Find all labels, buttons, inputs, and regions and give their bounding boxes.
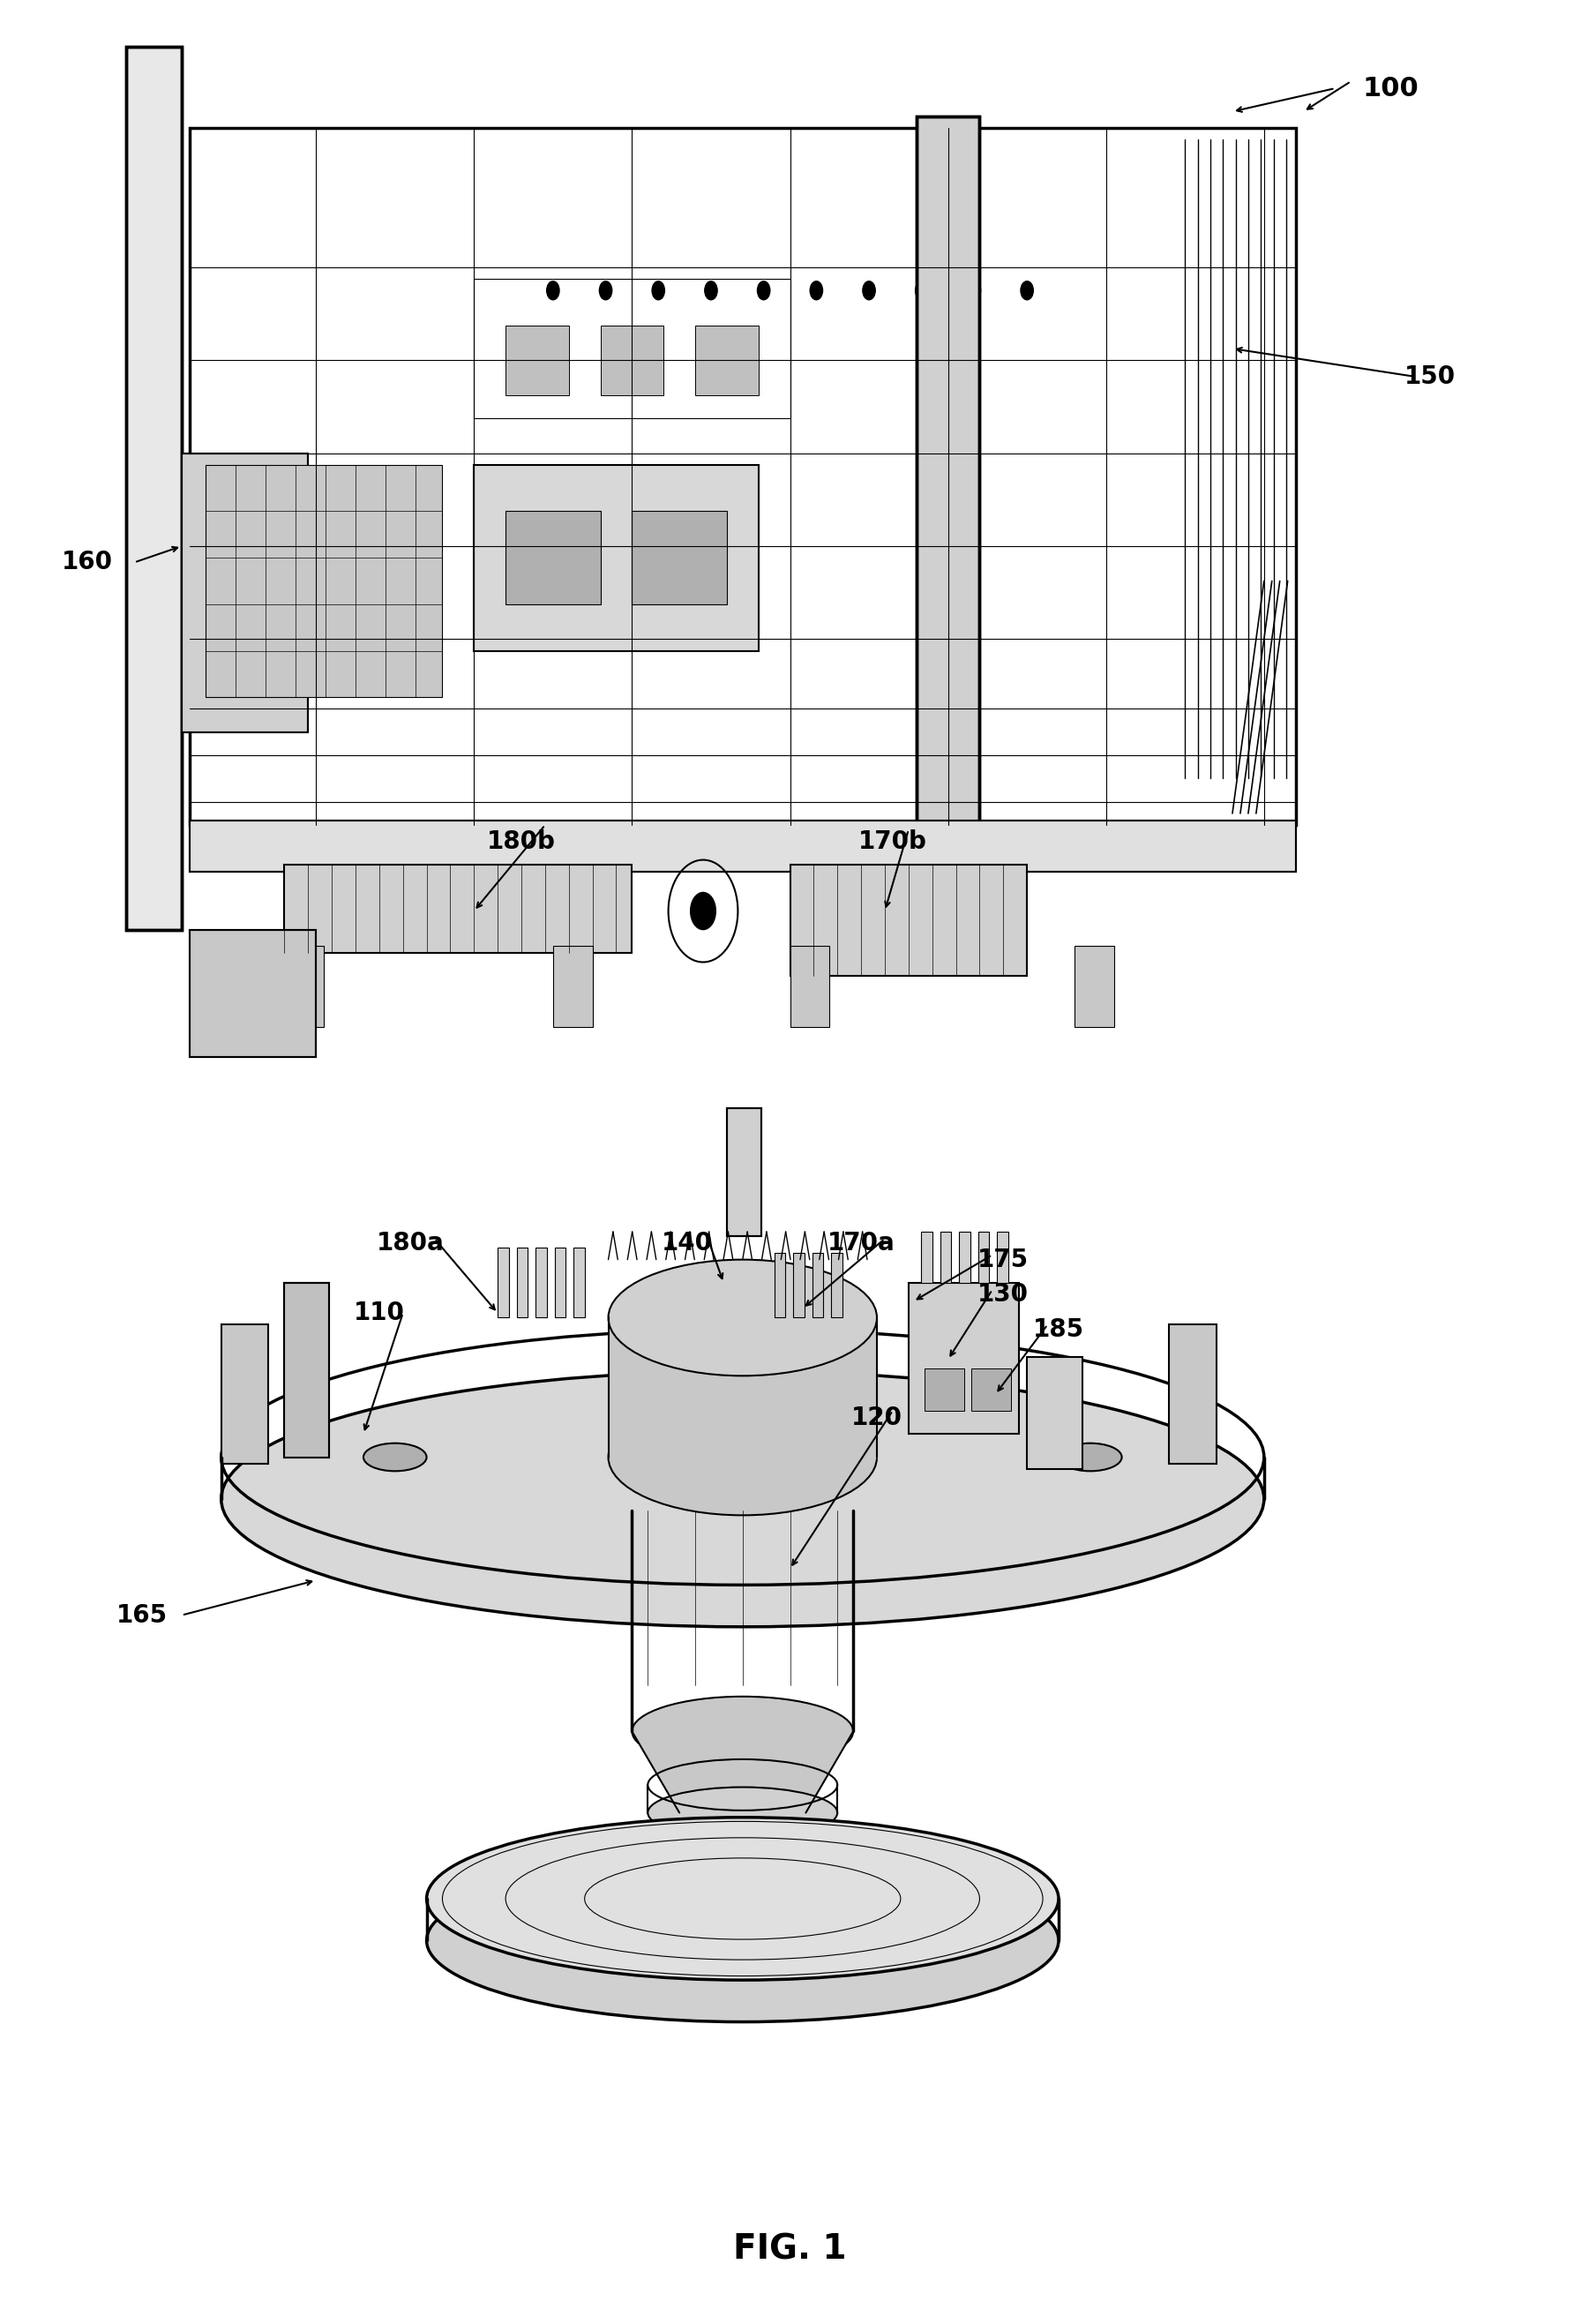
Bar bbox=[972, 1369, 1011, 1411]
Circle shape bbox=[1021, 281, 1033, 300]
Ellipse shape bbox=[427, 1859, 1059, 2022]
Bar bbox=[600, 325, 664, 395]
Bar bbox=[182, 453, 308, 732]
Bar bbox=[474, 465, 758, 651]
Ellipse shape bbox=[427, 1817, 1059, 1980]
Text: 110: 110 bbox=[354, 1301, 404, 1325]
Bar bbox=[126, 46, 182, 930]
Polygon shape bbox=[632, 1731, 853, 1813]
Text: 120: 120 bbox=[852, 1406, 902, 1429]
Bar bbox=[126, 46, 182, 930]
Bar bbox=[921, 1232, 932, 1283]
Bar bbox=[831, 1253, 842, 1318]
Bar bbox=[284, 946, 324, 1027]
Ellipse shape bbox=[648, 1787, 837, 1838]
Text: 130: 130 bbox=[978, 1283, 1029, 1306]
Bar bbox=[536, 1248, 547, 1318]
Circle shape bbox=[915, 281, 927, 300]
Bar bbox=[812, 1253, 823, 1318]
Bar bbox=[916, 116, 980, 860]
Ellipse shape bbox=[221, 1371, 1264, 1627]
Bar bbox=[727, 1109, 762, 1236]
Bar bbox=[284, 1283, 329, 1457]
Circle shape bbox=[599, 281, 611, 300]
Circle shape bbox=[705, 281, 717, 300]
Bar bbox=[632, 511, 727, 604]
Ellipse shape bbox=[363, 1443, 427, 1471]
Bar bbox=[959, 1232, 970, 1283]
Bar bbox=[790, 946, 830, 1027]
Bar bbox=[997, 1232, 1008, 1283]
Bar bbox=[517, 1248, 528, 1318]
Circle shape bbox=[690, 892, 716, 930]
Bar bbox=[940, 1232, 951, 1283]
Bar bbox=[1169, 1325, 1217, 1464]
Text: FIG. 1: FIG. 1 bbox=[733, 2233, 847, 2266]
Bar bbox=[555, 1248, 566, 1318]
Bar bbox=[1027, 1357, 1082, 1469]
Bar bbox=[284, 865, 632, 953]
Bar bbox=[506, 511, 600, 604]
Bar bbox=[221, 1325, 269, 1464]
Text: 160: 160 bbox=[62, 551, 112, 574]
Ellipse shape bbox=[608, 1260, 877, 1376]
Bar bbox=[908, 1283, 1019, 1434]
Bar bbox=[474, 279, 790, 418]
Bar bbox=[190, 930, 316, 1057]
Ellipse shape bbox=[608, 1399, 877, 1515]
Bar bbox=[190, 128, 1296, 825]
Bar bbox=[916, 116, 980, 860]
Text: 140: 140 bbox=[662, 1232, 713, 1255]
Bar bbox=[190, 820, 1296, 872]
Bar bbox=[553, 946, 592, 1027]
Circle shape bbox=[969, 281, 981, 300]
Bar bbox=[790, 865, 1027, 976]
Circle shape bbox=[811, 281, 823, 300]
Circle shape bbox=[547, 281, 559, 300]
Text: 165: 165 bbox=[117, 1604, 167, 1627]
Bar bbox=[695, 325, 758, 395]
Bar bbox=[1074, 946, 1114, 1027]
Bar bbox=[727, 1109, 762, 1236]
Circle shape bbox=[863, 281, 875, 300]
Bar bbox=[574, 1248, 585, 1318]
Text: 150: 150 bbox=[1405, 365, 1455, 388]
Bar bbox=[793, 1253, 804, 1318]
Circle shape bbox=[653, 281, 665, 300]
Polygon shape bbox=[608, 1318, 877, 1457]
Text: 180a: 180a bbox=[378, 1232, 444, 1255]
Ellipse shape bbox=[1059, 1443, 1122, 1471]
Ellipse shape bbox=[632, 1697, 853, 1766]
Bar bbox=[978, 1232, 989, 1283]
Bar bbox=[190, 820, 1296, 872]
Text: 175: 175 bbox=[978, 1248, 1029, 1271]
Bar bbox=[182, 453, 308, 732]
Text: 170a: 170a bbox=[828, 1232, 894, 1255]
Bar bbox=[190, 930, 316, 1057]
Text: 180b: 180b bbox=[487, 830, 556, 853]
Bar bbox=[506, 325, 569, 395]
Bar bbox=[498, 1248, 509, 1318]
Circle shape bbox=[757, 281, 769, 300]
Text: 185: 185 bbox=[1033, 1318, 1084, 1341]
Text: 100: 100 bbox=[1362, 74, 1419, 102]
Text: 170b: 170b bbox=[858, 830, 927, 853]
Bar bbox=[205, 465, 442, 697]
Bar bbox=[924, 1369, 964, 1411]
Bar bbox=[774, 1253, 785, 1318]
Bar bbox=[284, 1283, 329, 1457]
